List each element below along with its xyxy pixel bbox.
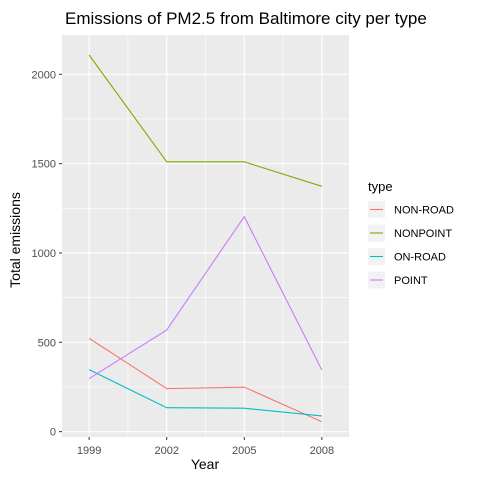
- legend-label-point: POINT: [394, 275, 428, 287]
- y-tick-label: 0: [50, 427, 56, 439]
- y-tick-label: 500: [38, 337, 56, 349]
- x-tick-label: 2008: [310, 445, 334, 457]
- legend: type NON-ROAD NONPOINT ON-ROAD POINT: [368, 179, 454, 289]
- chart-title: Emissions of PM2.5 from Baltimore city p…: [65, 9, 427, 28]
- plot-panel: [62, 35, 349, 437]
- x-tick-label: 2005: [232, 445, 256, 457]
- y-axis-title: Total emissions: [7, 192, 23, 288]
- x-tick-label: 1999: [77, 445, 101, 457]
- y-tick-label: 2000: [32, 69, 56, 81]
- series-line-point: [88, 215, 323, 380]
- x-axis-title: Year: [191, 456, 220, 472]
- series-line-non-road: [88, 337, 323, 423]
- series-line-nonpoint: [88, 54, 323, 187]
- x-tick-label: 2002: [154, 445, 178, 457]
- y-tick-label: 1000: [32, 248, 56, 260]
- series-line-on-road: [88, 369, 322, 417]
- legend-label-non-road: NON-ROAD: [394, 205, 454, 217]
- legend-label-nonpoint: NONPOINT: [394, 228, 452, 240]
- legend-title: type: [368, 179, 393, 194]
- y-tick-label: 1500: [32, 159, 56, 171]
- legend-label-on-road: ON-ROAD: [394, 252, 446, 264]
